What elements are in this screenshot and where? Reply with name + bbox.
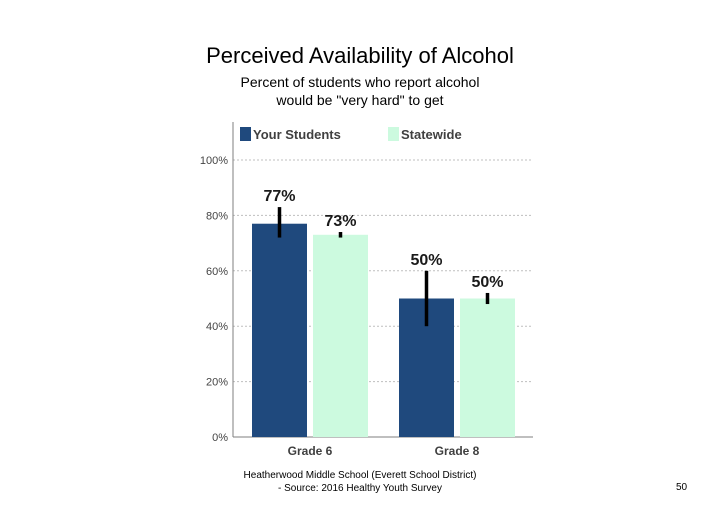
y-tick-label: 100% [200,155,228,167]
legend-label-0: Your Students [253,127,341,142]
legend-swatch-0 [240,127,251,141]
y-tick-label: 20% [206,377,228,389]
footer-line-2: - Source: 2016 Healthy Youth Survey [278,483,442,494]
x-category-label: Grade 6 [288,444,333,458]
bar-1-1 [460,298,515,437]
bar-0-1 [313,234,368,437]
y-tick-label: 60% [206,266,228,278]
footer-line-1: Heatherwood Middle School (Everett Schoo… [243,470,477,481]
legend-label-1: Statewide [401,127,462,142]
bar-0-0 [252,223,307,437]
chart-title: Perceived Availability of Alcohol [206,43,514,68]
chart-subtitle: Percent of students who report alcohol w… [0,73,720,109]
subtitle-line-2: would be "very hard" to get [276,92,444,108]
data-label-1-0: 50% [410,252,442,269]
data-label-0-0: 77% [263,188,295,205]
subtitle-line-1: Percent of students who report alcohol [240,74,480,90]
data-label-0-1: 73% [324,213,356,230]
x-category-label: Grade 8 [435,444,480,458]
y-tick-label: 0% [212,432,228,444]
y-tick-label: 40% [206,321,228,333]
footer-source: Heatherwood Middle School (Everett Schoo… [180,469,540,495]
data-label-1-1: 50% [471,274,503,291]
page-number: 50 [676,482,688,493]
legend-swatch-1 [388,127,399,141]
y-tick-label: 80% [206,210,228,222]
